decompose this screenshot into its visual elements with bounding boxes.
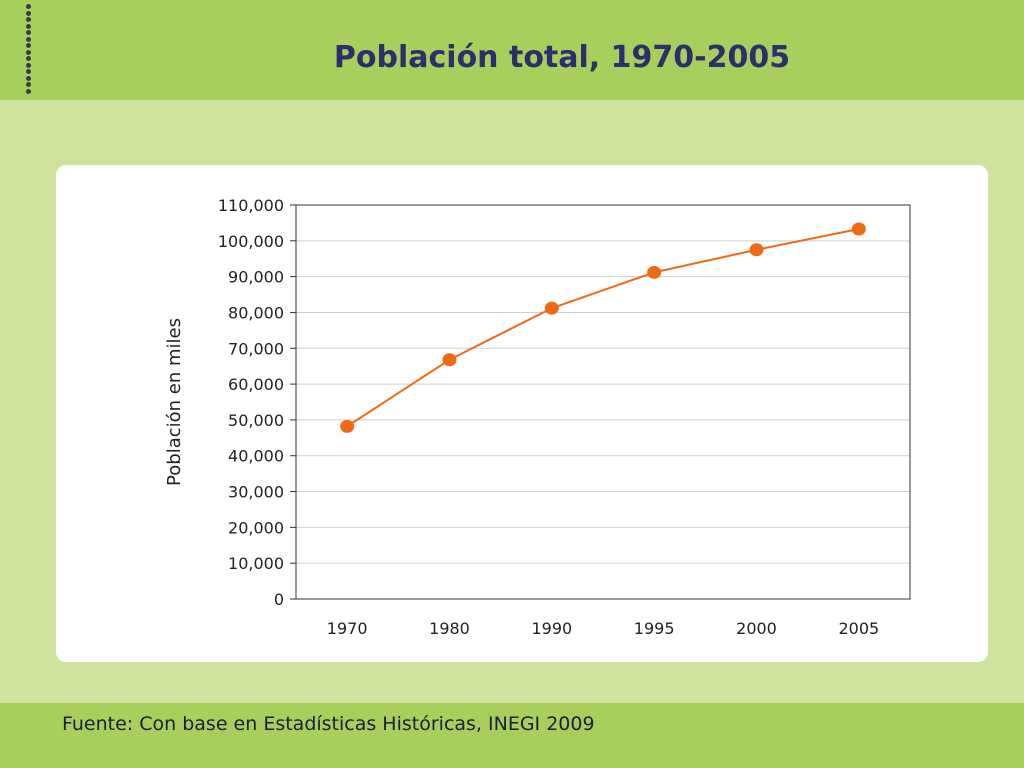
data-point [544,301,559,315]
decorative-dots [25,0,33,96]
decorative-dot [26,43,31,48]
y-tick-label: 60,000 [228,375,284,394]
x-tick-label: 2000 [736,619,777,638]
y-tick-label: 50,000 [228,411,284,430]
data-point [647,265,662,279]
data-point [749,243,764,257]
decorative-dot [26,82,31,87]
y-tick-label: 0 [274,590,284,609]
decorative-dot [26,49,31,55]
data-point [340,419,355,433]
decorative-dot [26,69,31,74]
y-tick-label: 70,000 [228,339,284,358]
decorative-dot [26,62,31,68]
x-tick-label: 2005 [838,619,879,638]
decorative-dot [26,17,31,22]
chart-panel: 0 10,000 20,000 30,000 40,000 50,000 60,000 70,… [56,165,988,662]
decorative-dot [26,23,31,29]
decorative-dot [26,10,31,16]
source-note: Fuente: Con base en Estadísticas Históri… [62,713,595,735]
x-tick-label: 1970 [327,619,368,638]
header-band [0,0,1024,100]
data-point [442,353,457,367]
x-tick-label: 1990 [531,619,572,638]
decorative-dot [26,56,31,61]
footer-band [0,703,1024,768]
decorative-dot [26,88,31,94]
data-point [851,222,866,236]
decorative-dot [26,30,31,35]
decorative-dot [26,75,31,81]
y-tick-label: 20,000 [228,518,284,537]
x-tick-label: 1980 [429,619,470,638]
y-tick-label: 40,000 [228,447,284,466]
series-line [346,228,860,428]
y-axis-title: Población en miles [164,318,185,486]
decorative-dot [26,4,31,9]
plot-frame [295,204,911,600]
y-tick-label: 110,000 [218,196,284,215]
y-tick-label: 10,000 [228,554,284,573]
decorative-dot [26,36,31,42]
page-title: Población total, 1970-2005 [333,40,791,75]
x-tick-label: 1995 [634,619,675,638]
y-tick-label: 90,000 [228,268,284,287]
y-tick-label: 30,000 [228,483,284,502]
population-line-chart: 0 10,000 20,000 30,000 40,000 50,000 60,000 70,… [164,196,911,638]
y-tick-label: 80,000 [228,303,284,322]
y-tick-label: 100,000 [218,232,284,251]
